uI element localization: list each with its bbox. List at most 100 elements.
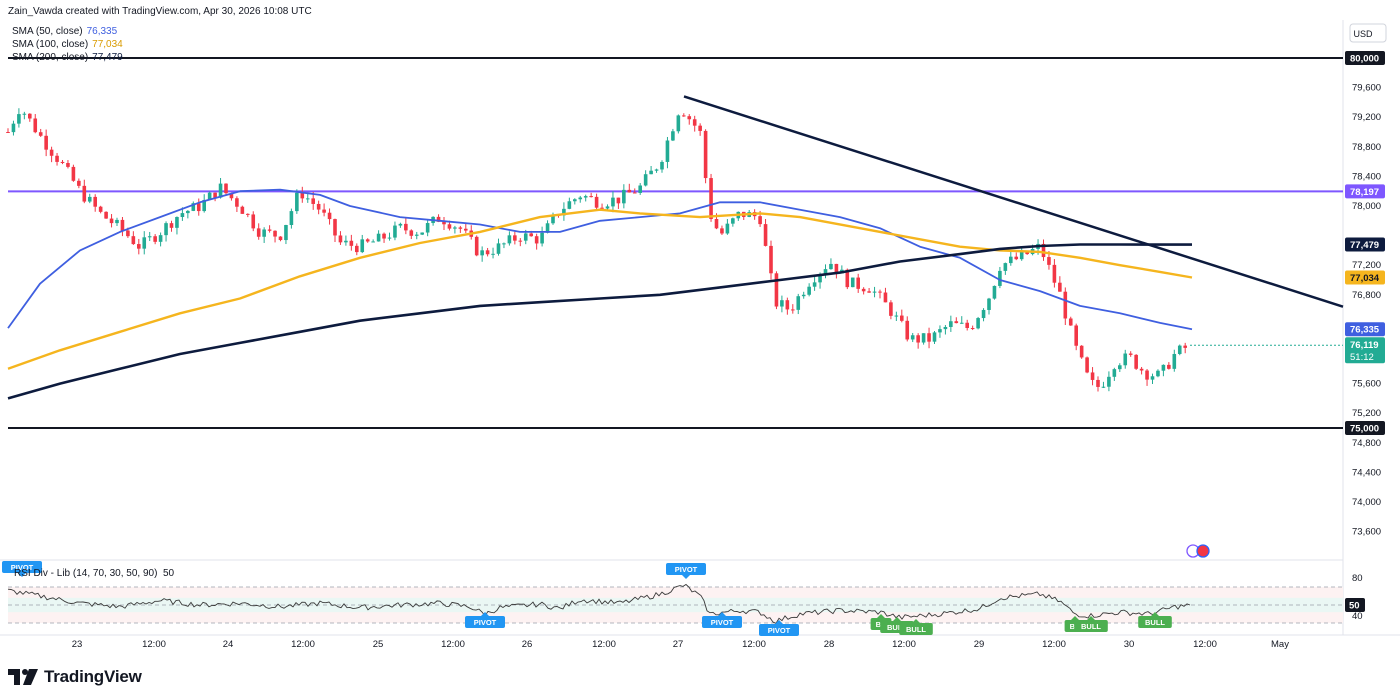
candle-body bbox=[240, 206, 245, 214]
candle-body bbox=[763, 224, 768, 246]
candle-body bbox=[949, 321, 953, 327]
candle-body bbox=[229, 193, 234, 199]
candle-body bbox=[894, 315, 899, 317]
sma-value-tag-label: 77,034 bbox=[1350, 273, 1380, 284]
candle-body bbox=[551, 214, 555, 224]
y-tick-label: 79,600 bbox=[1352, 83, 1381, 94]
candle-body bbox=[360, 239, 365, 253]
candle-body bbox=[11, 123, 16, 133]
candle-body bbox=[834, 263, 839, 274]
pivot-marker-label: PIVOT bbox=[474, 618, 497, 627]
candle-body bbox=[1079, 345, 1084, 358]
level-tag-label: 78,197 bbox=[1350, 187, 1379, 198]
candle-body bbox=[856, 277, 860, 289]
candle-body bbox=[305, 198, 310, 200]
candle-body bbox=[578, 197, 583, 200]
candle-body bbox=[164, 223, 168, 236]
sma-value-tag bbox=[1345, 237, 1385, 252]
candle-body bbox=[55, 155, 59, 162]
bull-marker-pointer bbox=[1087, 616, 1095, 620]
candle-body bbox=[349, 240, 354, 246]
candle-body bbox=[491, 253, 495, 255]
chart-credit: Zain_Vawda created with TradingView.com,… bbox=[8, 6, 312, 17]
rsi-value-tag bbox=[1345, 598, 1365, 612]
pivot-marker-pointer bbox=[775, 620, 783, 624]
candle-body bbox=[1063, 291, 1068, 319]
candle-body bbox=[371, 241, 375, 243]
candle-body bbox=[910, 335, 915, 340]
candle-body bbox=[643, 174, 648, 186]
tradingview-logo[interactable]: TradingView bbox=[8, 666, 142, 688]
level-tag bbox=[1345, 184, 1385, 199]
legend-sma200[interactable]: SMA (200, close) 77,479 bbox=[12, 52, 123, 64]
y-tick-label: 78,000 bbox=[1352, 201, 1381, 212]
x-tick-label: 25 bbox=[373, 639, 384, 650]
candle-body bbox=[1019, 251, 1024, 260]
candle-body bbox=[616, 197, 621, 204]
candle-body bbox=[692, 119, 697, 126]
candle-body bbox=[611, 197, 615, 207]
legend-sma50[interactable]: SMA (50, close) 76,335 bbox=[12, 26, 117, 38]
pivot-marker-pointer bbox=[18, 573, 26, 577]
last-price-tag bbox=[1345, 337, 1385, 364]
candle-body bbox=[965, 322, 969, 328]
sma50-line bbox=[7, 188, 1193, 331]
candle-body bbox=[573, 199, 577, 202]
x-tick-label: 12:00 bbox=[441, 639, 465, 650]
candle-body bbox=[927, 333, 931, 342]
candle-body bbox=[218, 183, 223, 198]
candle-body bbox=[998, 270, 1002, 286]
x-tick-label: 12:00 bbox=[742, 639, 766, 650]
x-tick-label: 23 bbox=[72, 639, 83, 650]
candle-body bbox=[970, 327, 975, 329]
candle-body bbox=[812, 282, 817, 287]
candle-body bbox=[791, 309, 795, 311]
candle-body bbox=[943, 326, 948, 330]
level-tag-label: 75,000 bbox=[1350, 424, 1379, 435]
candle-body bbox=[109, 218, 114, 224]
y-tick-label: 75,200 bbox=[1352, 408, 1381, 419]
candle-body bbox=[540, 232, 544, 244]
sma-value-tag-label: 76,335 bbox=[1350, 325, 1380, 336]
candle-body bbox=[622, 189, 626, 204]
candle-body bbox=[344, 240, 348, 243]
candle-body bbox=[594, 196, 599, 208]
candle-body bbox=[1139, 368, 1144, 371]
candle-body bbox=[714, 218, 719, 229]
rsi-value-label: 50 bbox=[1349, 601, 1360, 612]
x-tick-label: 26 bbox=[522, 639, 533, 650]
candle-body bbox=[33, 118, 38, 133]
candle-body bbox=[959, 322, 964, 324]
candle-body bbox=[191, 203, 196, 211]
candle-body bbox=[186, 210, 190, 214]
bull-marker-pointer bbox=[1071, 616, 1079, 620]
legend-sma100-value: 77,034 bbox=[92, 39, 123, 50]
candle-body bbox=[44, 135, 48, 150]
candle-body bbox=[420, 232, 424, 235]
candle-body bbox=[1123, 353, 1128, 366]
candle-body bbox=[774, 273, 779, 307]
bull-marker-label: BULL bbox=[887, 623, 907, 632]
y-tick-label: 78,800 bbox=[1352, 142, 1381, 153]
candle-body bbox=[1058, 282, 1062, 292]
candle-body bbox=[801, 294, 806, 297]
candle-body bbox=[131, 236, 136, 245]
candle-body bbox=[93, 196, 97, 207]
candle-body bbox=[545, 223, 550, 233]
rsi-indicator-label[interactable]: RSI Div - Lib (14, 70, 30, 50, 90) 50 bbox=[14, 568, 174, 579]
candle-body bbox=[987, 298, 991, 310]
x-tick-label: 12:00 bbox=[1193, 639, 1217, 650]
x-tick-label: 12:00 bbox=[592, 639, 616, 650]
pivot-marker-pointer bbox=[682, 575, 690, 579]
candle-body bbox=[196, 203, 201, 212]
candle-body bbox=[404, 223, 408, 231]
legend-sma100[interactable]: SMA (100, close) 77,034 bbox=[12, 39, 123, 51]
candle-body bbox=[289, 211, 294, 226]
candle-body bbox=[71, 166, 76, 181]
bull-marker-pointer bbox=[877, 614, 885, 618]
candle-body bbox=[300, 192, 305, 199]
level-tag bbox=[1345, 421, 1385, 435]
candle-body bbox=[251, 214, 256, 229]
candle-body bbox=[807, 286, 811, 295]
